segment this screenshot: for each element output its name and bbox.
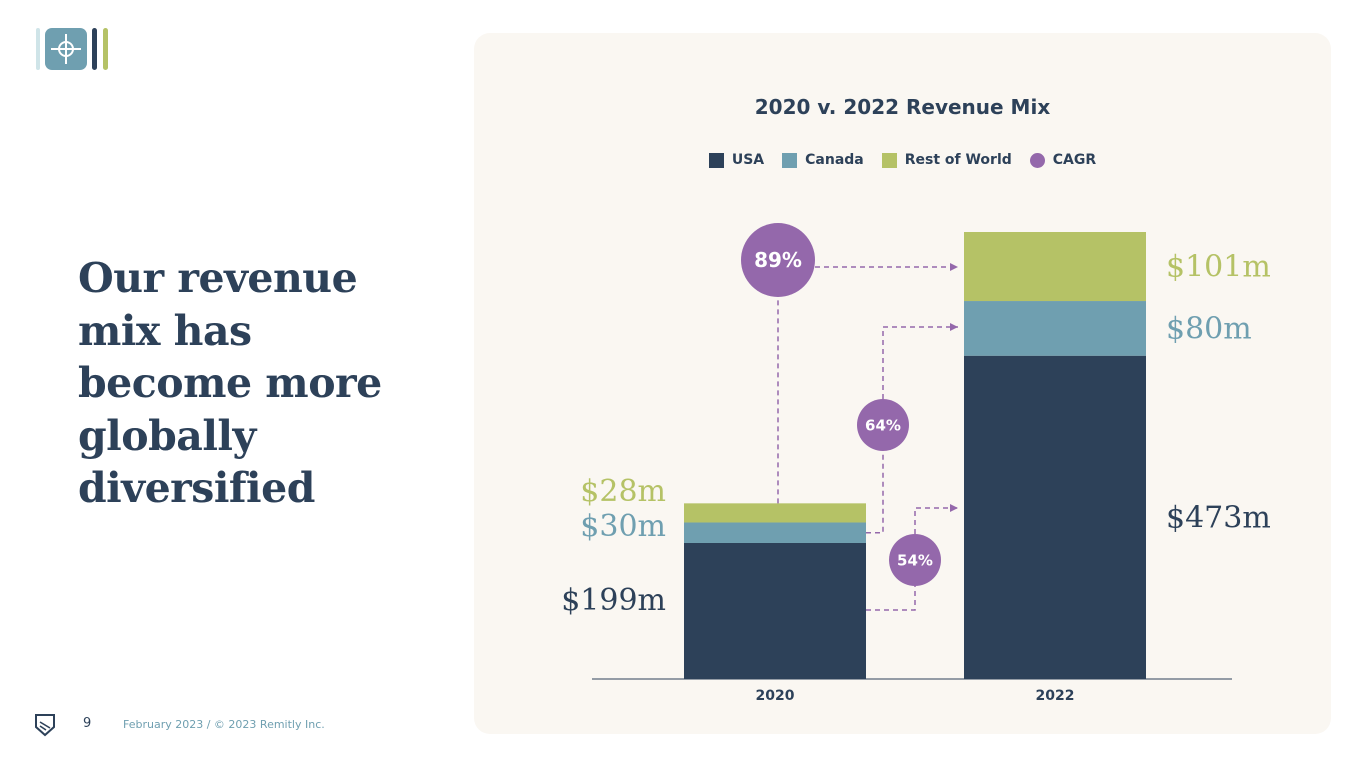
cagr-bubble-usa: [889, 534, 941, 586]
legend-swatch-rest-of-world: [881, 152, 897, 168]
legend-label-rest-of-world: Rest of World: [904, 152, 1012, 168]
x-tick-label-2020: 2020: [756, 688, 795, 704]
data-label-2022-canada: $80m: [1166, 311, 1252, 346]
cagr-bubble-canada: [857, 399, 909, 451]
chart-legend: USA Canada Rest of World CAGR: [474, 152, 1331, 168]
cagr-arrowhead-rest-of-world: [950, 263, 958, 271]
legend-item-canada: Canada: [782, 152, 864, 168]
legend-item-rest-of-world: Rest of World: [881, 152, 1012, 168]
cagr-label-usa: 54%: [897, 551, 933, 569]
bar-2022-canada: [964, 301, 1146, 356]
legend-label-cagr: CAGR: [1052, 152, 1097, 168]
data-label-2022-usa: $473m: [1166, 500, 1271, 535]
legend-swatch-cagr: [1029, 152, 1045, 168]
cagr-label-canada: 64%: [865, 416, 901, 434]
legend-item-cagr: CAGR: [1029, 152, 1097, 168]
bar-2022-rest-of-world: [964, 232, 1146, 302]
bar-2020-canada: [684, 522, 866, 543]
x-tick-label-2022: 2022: [1036, 688, 1075, 704]
cagr-connector-usa: [866, 507, 958, 611]
revenue-mix-chart: 2020 2022 $199m $473m $30m $80m $28m $101m 89% 64…: [561, 223, 1271, 704]
data-label-2020-rest-of-world: $28m: [580, 474, 666, 509]
legend-label-usa: USA: [731, 152, 765, 168]
page-number: 9: [83, 716, 92, 731]
data-label-2020-usa: $199m: [561, 583, 666, 618]
cagr-connector-rest-of-world: [777, 266, 958, 504]
cagr-label-rest-of-world: 89%: [754, 248, 802, 272]
remitly-logo: [36, 28, 108, 70]
cagr-arrowhead-usa: [950, 504, 958, 512]
cagr-connector-canada: [866, 326, 958, 534]
data-label-2022-rest-of-world: $101m: [1166, 250, 1271, 285]
chart-title: 2020 v. 2022 Revenue Mix: [754, 95, 1051, 119]
legend-swatch-canada: [782, 152, 798, 168]
legend-label-canada: Canada: [805, 152, 864, 168]
data-label-2020-canada: $30m: [580, 509, 666, 544]
legend-item-usa: USA: [708, 152, 765, 168]
bar-2022-usa: [964, 355, 1146, 679]
cagr-arrowhead-canada: [950, 323, 958, 331]
page-title: Our revenue mix has become more globally…: [78, 254, 382, 512]
footer-copyright: February 2023 / © 2023 Remitly Inc.: [123, 718, 325, 731]
bar-2020-rest-of-world: [684, 503, 866, 523]
chart-card: 2020 v. 2022 Revenue Mix USA Canada Rest…: [474, 33, 1331, 734]
bar-2020-usa: [684, 542, 866, 679]
cagr-bubble-rest-of-world: [741, 223, 815, 297]
shield-icon: [35, 714, 55, 737]
legend-swatch-usa: [708, 152, 724, 168]
